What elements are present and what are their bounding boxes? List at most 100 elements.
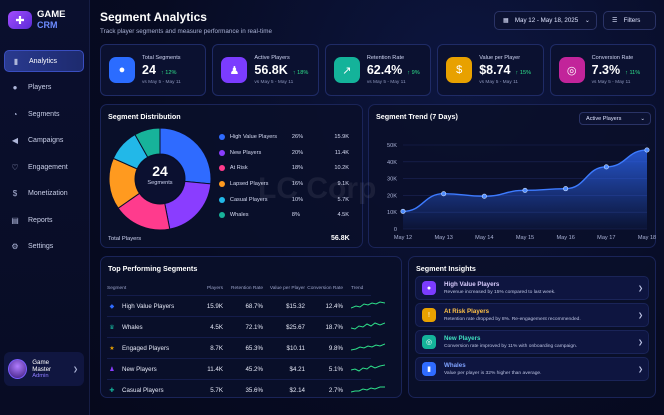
kpi-label: Total Segments [142,55,181,61]
donut-slice-5[interactable] [134,127,161,158]
insight-item[interactable]: ● High Value Players Revenue increased by… [415,276,649,300]
legend-item[interactable]: Whales 8% 4.5K [219,207,349,223]
table-row[interactable]: ✚ Casual Players 5.7K 35.6% $2.14 2.7% [107,379,385,400]
kpi-card-total-segments[interactable]: ● Total Segments 24 ↑ 12% vs May 5 - May … [100,44,207,96]
page-subtitle: Track player segments and measure perfor… [100,28,272,35]
x-tick-label: May 17 [597,235,615,241]
legend-item[interactable]: New Players 20% 11.4K [219,145,349,161]
column-header: Trend [351,285,364,291]
trend-point[interactable] [481,193,487,199]
kpi-change: ↑ 12% [160,70,177,76]
sidebar-nav: ▮ Analytics ● Players ◔ Segments ◀ Campaigns… [4,50,84,262]
table-row[interactable]: ★ Engaged Players 8.7K 65.3% $10.11 9.8% [107,337,386,358]
value-cell: $15.32 [286,302,305,310]
sidebar-item-players[interactable]: ● Players [4,77,84,99]
kpi-card-conversion-rate[interactable]: ◎ Conversion Rate 7.3% ↑ 11% vs May 5 - M… [549,44,657,96]
players-cell: 11.4K [207,365,223,373]
legend-percent: 8% [291,212,301,219]
avatar [8,359,28,379]
date-range-picker[interactable]: ▦ May 12 - May 18, 2025 ⌄ [494,11,597,30]
kpi-card-retention-rate[interactable]: ↗ Retention Rate 62.4% ↑ 9% vs May 5 - Ma… [324,44,432,96]
star-icon: ★ [109,344,115,352]
column-header: Retention Rate [231,285,263,291]
trend-point[interactable] [400,208,406,214]
y-tick-label: 0 [394,227,397,233]
sidebar-item-label: Campaigns [28,137,64,144]
players-cell: 8.7K [210,344,223,352]
retention-cell: 45.2% [245,365,263,373]
brand-logo[interactable]: ✚ GAME CRM [8,10,66,30]
metric-dropdown[interactable]: Active Players ⌄ [579,112,651,125]
bar-chart-icon: ▮ [13,56,19,66]
sidebar-item-label: Reports [28,216,53,224]
filters-button[interactable]: ☰ Filters [603,11,656,30]
trend-point[interactable] [603,164,609,170]
sidebar-item-campaigns[interactable]: ◀ Campaigns [4,130,84,152]
kpi-card-value-per-player[interactable]: $ Value per Player $8.74 ↑ 15% vs May 5 -… [437,44,544,96]
kpi-change: ↑ 11% [625,70,641,76]
sparkline [343,321,386,333]
legend-percent: 16% [291,180,304,187]
column-header: Conversion Rate [307,285,343,291]
kpi-comparison: vs May 5 - May 11 [254,80,294,85]
sidebar-item-monetization[interactable]: $ Monetization [4,183,84,205]
kpi-change: ↑ 15% [515,70,532,76]
chevron-right-icon: ❯ [637,286,643,292]
chevron-right-icon: ❯ [637,340,643,346]
trend-point[interactable] [644,147,650,153]
donut-center-label: Segments [147,180,173,186]
table-row[interactable]: ♟ New Players 11.4K 45.2% $4.21 5.1% [107,358,386,379]
trend-point[interactable] [522,187,528,193]
table-row[interactable]: ♛ Whales 4.5K 72.1% $25.67 18.7% [107,316,386,337]
legend-name: Casual Players [229,196,268,203]
insight-description: Revenue increased by 15% compared to las… [444,290,556,295]
trend-point[interactable] [441,191,447,197]
insight-item[interactable]: ▮ Whales Value per player is 32% higher t… [415,357,649,381]
sidebar-item-reports[interactable]: ▤ Reports [4,209,84,231]
sparkline [343,342,386,354]
x-tick-label: May 18 [638,235,656,241]
sidebar-item-label: Engagement [28,163,68,171]
kpi-card-active-players[interactable]: ♟ Active Players 56.8K ↑ 18% vs May 5 - M… [212,44,319,96]
users-icon: ● [12,83,18,92]
legend-item[interactable]: Lapsed Players 16% 9.1K [219,176,349,192]
kpi-row: ● Total Segments 24 ↑ 12% vs May 5 - May … [100,44,657,96]
legend-count: 11.4K [334,149,350,156]
donut-center: 24 Segments [135,163,185,186]
kpi-label: Conversion Rate [591,55,634,61]
legend-item[interactable]: Casual Players 10% 5.7K [219,192,349,208]
filters-label: Filters [623,17,641,24]
bar-chart-icon: ▮ [422,362,436,376]
sidebar-item-segments[interactable]: ◔ Segments [4,103,84,125]
legend-swatch [219,149,225,156]
legend-name: At Risk [229,165,248,172]
metric-dropdown-label: Active Players [586,115,622,122]
sparkline [343,363,386,375]
insight-description: Retention rate dropped by 8%. Re-engagem… [444,317,581,322]
segment-trend-card: Segment Trend (7 Days) Active Players ⌄ … [368,104,656,248]
legend-percent: 18% [291,165,304,172]
distribution-legend: High Value Players 26% 15.9K New Players 20… [219,129,349,223]
user-role: Admin [32,373,49,379]
sidebar-item-settings[interactable]: ⚙ Settings [4,236,84,258]
user-profile[interactable]: Game Master Admin ❯ [4,352,84,386]
sidebar-item-engagement[interactable]: ♡ Engagement [4,156,84,178]
donut-hole [136,155,184,203]
legend-item[interactable]: High Value Players 26% 15.9K [219,129,349,145]
legend-item[interactable]: At Risk 18% 10.2K [219,160,349,176]
coin-icon: $ [446,57,473,83]
conversion-cell: 18.7% [325,323,343,331]
insight-item[interactable]: ! At Risk Players Retention rate dropped … [415,303,649,327]
user-name: Game Master [32,359,52,373]
gear-icon: ⚙ [11,242,19,251]
card-title: Top Performing Segments [108,264,198,273]
user-plus-icon: ♟ [109,365,115,373]
table-row[interactable]: ◆ High Value Players 15.9K 68.7% $15.32 1… [107,295,386,316]
y-tick-label: 40K [387,160,397,166]
insight-item[interactable]: ◎ New Players Conversion rate improved by… [415,330,649,354]
conversion-cell: 12.4% [325,302,343,310]
kpi-value: 7.3% [591,63,621,77]
sidebar-item-analytics[interactable]: ▮ Analytics [4,50,84,72]
trend-point[interactable] [563,186,569,192]
whale-icon: ♛ [109,323,115,331]
